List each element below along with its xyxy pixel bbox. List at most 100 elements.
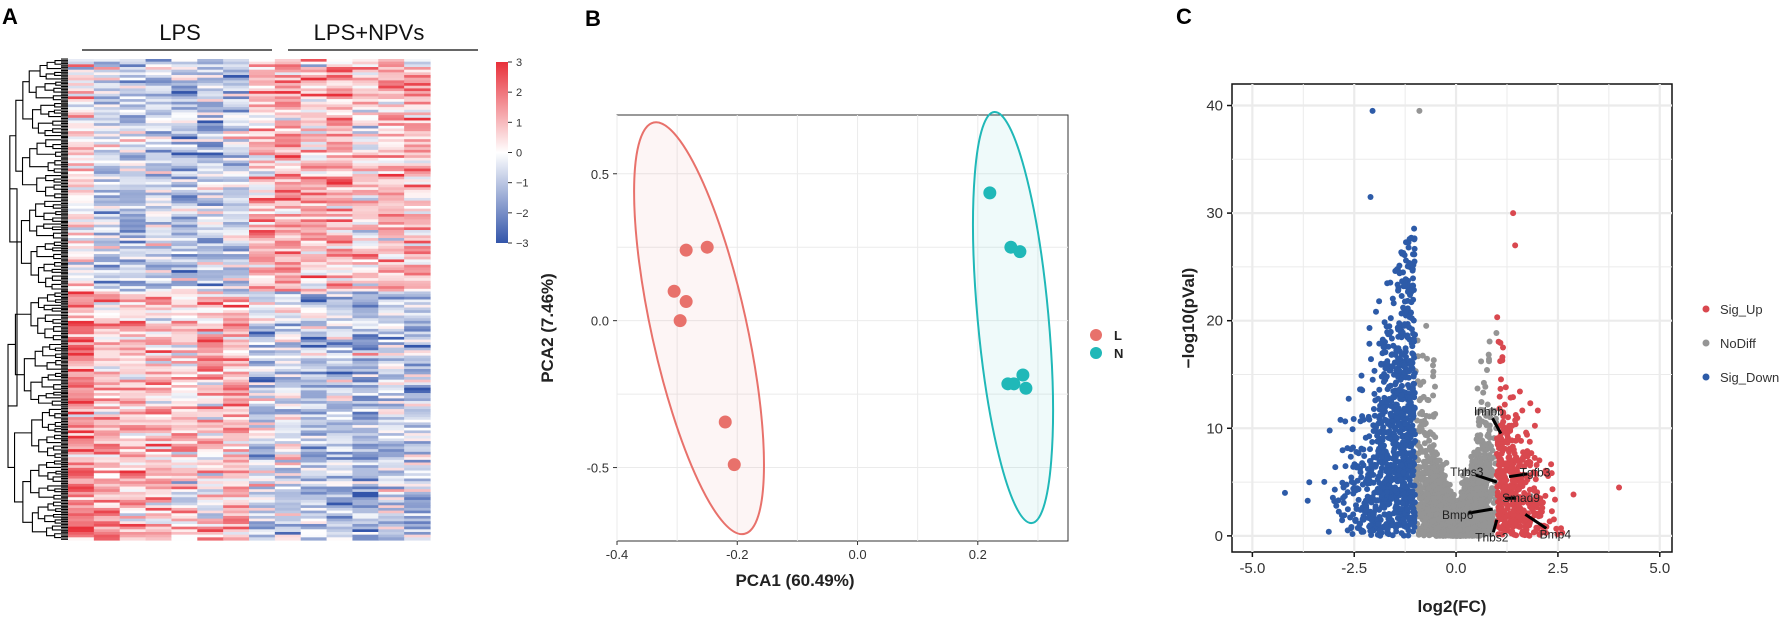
heatmap-cell [197,486,224,490]
heatmap-cell [223,109,250,114]
heatmap-cell [197,107,224,111]
heatmap-cell [197,141,224,146]
heatmap-cell [326,457,354,461]
heatmap-cell [274,286,302,290]
heatmap-cell [249,211,276,215]
heatmap-cell [197,401,224,405]
heatmap-cell [326,459,354,464]
heatmap-cell [145,179,173,183]
heatmap-cell [274,85,302,89]
heatmap-cell [223,147,250,151]
heatmap-cell [171,251,198,255]
heatmap-cell [404,69,431,73]
heatmap-cell [352,83,379,87]
heatmap-cell [145,387,173,391]
heatmap-cell [404,147,431,151]
heatmap-cell [404,224,431,228]
heatmap-cell [249,385,276,389]
heatmap-cell [352,77,379,81]
heatmap-cell [326,395,354,399]
heatmap-cell [300,112,328,116]
heatmap-cell [249,523,276,528]
heatmap-cell [223,459,250,464]
heatmap-cell [119,505,147,509]
heatmap-cell [300,296,328,301]
heatmap-cell [197,374,224,378]
heatmap-cell [197,315,224,319]
heatmap-cell [119,64,147,68]
heatmap-cell [145,409,173,413]
heatmap-cell [352,411,379,415]
heatmap-cell [68,200,95,204]
heatmap-cell [300,491,328,496]
heatmap-cell [197,328,224,333]
heatmap-cell [300,360,328,365]
heatmap-cell [326,296,354,301]
heatmap-cell [68,165,95,170]
heatmap-cell [326,481,354,485]
heatmap-cell [171,189,198,194]
volcano-points [1281,107,1623,539]
heatmap-cell [300,192,328,196]
heatmap-cell [300,355,328,359]
heatmap-cell [249,390,276,394]
heatmap-cell [404,529,431,533]
heatmap-cell [249,278,276,282]
pca-point-l [727,458,741,472]
heatmap-cell [93,366,121,370]
heatmap-cell [93,163,121,167]
heatmap-cell [223,486,250,490]
heatmap-cell [68,299,95,303]
heatmap-cell [352,270,379,274]
heatmap-cell [68,213,95,218]
heatmap-cell [404,531,431,536]
heatmap-cell [171,465,198,469]
dendrogram-branch [31,109,41,129]
heatmap-cell [326,425,354,429]
heatmap-cell [145,395,173,399]
heatmap-cell [119,131,147,135]
heatmap-cell [404,368,431,373]
heatmap-cell [93,278,121,282]
heatmap-cell [119,427,147,432]
heatmap-cell [326,232,354,236]
heatmap-cell [197,264,224,269]
heatmap-cell [274,192,302,196]
heatmap-cell [352,481,379,485]
heatmap-cell [93,211,121,215]
heatmap-cell [274,475,302,480]
heatmap-cell [145,104,173,108]
heatmap-cell [274,280,302,285]
pca-tick-labels: -0.4 -0.2 0.0 0.20.50.0-0.5 [587,167,987,562]
heatmap-cell [249,64,276,68]
heatmap-cell [274,401,302,405]
heatmap-cell [119,288,147,293]
heatmap-cell [274,411,302,415]
heatmap-cell [352,385,379,389]
heatmap-cell [223,112,250,116]
heatmap-cell [119,326,147,330]
heatmap-cell [119,312,147,317]
heatmap-cell [404,240,431,244]
heatmap-cell [171,131,198,135]
heatmap-cell [404,77,431,81]
heatmap-cell [197,61,224,65]
heatmap-cell [93,537,121,541]
heatmap-cell [171,507,198,512]
heatmap-cell [119,280,147,285]
heatmap-cell [249,72,276,76]
heatmap-cell [326,286,354,290]
heatmap-cell [249,248,276,252]
heatmap-cell [119,230,147,234]
heatmap-cell [352,390,379,394]
heatmap-cell [404,230,431,234]
heatmap-cell [404,112,431,116]
heatmap-cell [93,446,121,450]
heatmap-cell [378,459,405,464]
heatmap-cell [404,264,431,269]
heatmap-cell [326,433,354,437]
heatmap-cell [274,195,302,199]
heatmap-cell [68,149,95,154]
heatmap-cell [171,117,198,122]
heatmap-cell [326,163,354,167]
